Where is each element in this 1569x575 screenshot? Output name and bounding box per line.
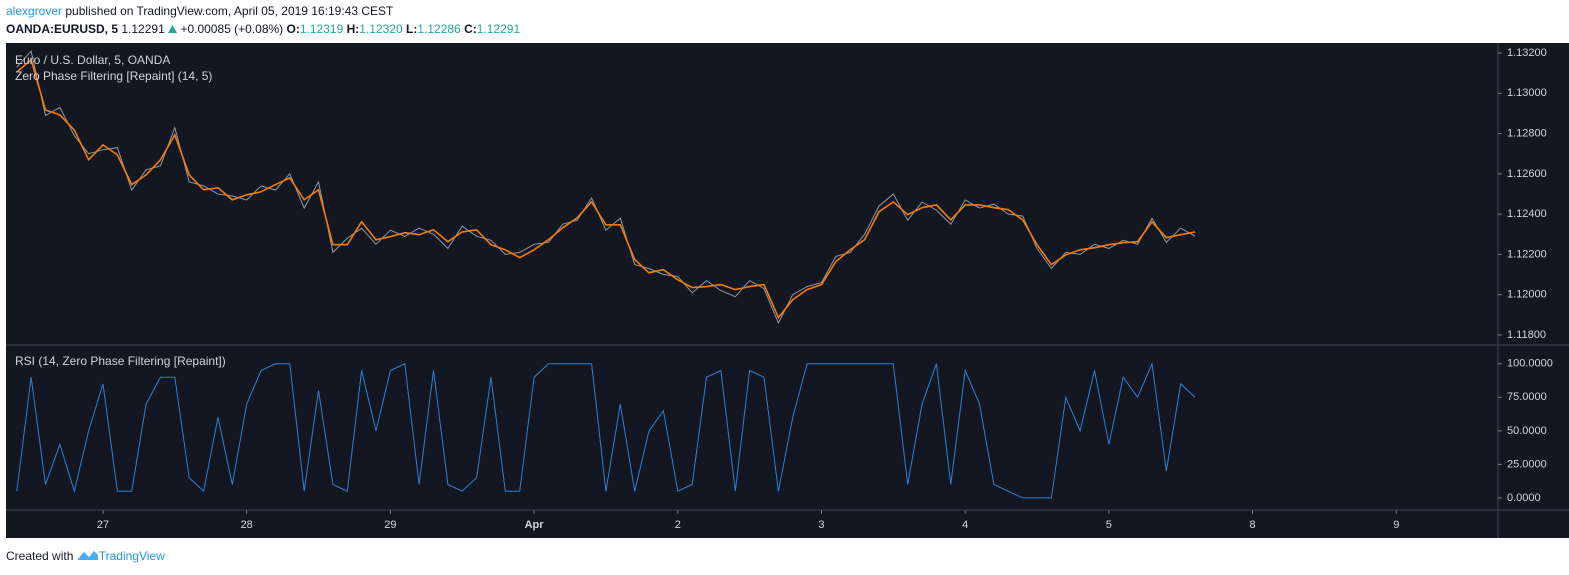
published: published on TradingView.com, April 05, … — [62, 4, 394, 18]
legend-label: Zero Phase Filtering [Repaint] (14, 5) — [15, 69, 212, 83]
ohlc-label: H: — [346, 22, 360, 36]
footer: Created with TradingView — [6, 549, 165, 563]
up-arrow — [168, 25, 178, 33]
series-line — [16, 58, 1196, 320]
x-tick-label: 3 — [818, 519, 824, 531]
y-tick-label: 0.0000 — [1507, 492, 1541, 504]
ohlc: O:1.12319 H:1.12320 L:1.12286 C:1.12291 — [287, 22, 524, 36]
publish-line: alexgrover published on TradingView.com,… — [6, 4, 393, 18]
y-tick-label: 1.13000 — [1507, 87, 1547, 99]
chart-background — [6, 43, 1569, 538]
ohlc-value: 1.12286 — [417, 22, 461, 36]
y-tick-label: 1.12200 — [1507, 248, 1547, 260]
ohlc-value: 1.12320 — [359, 22, 403, 36]
y-tick-label: 1.13200 — [1507, 47, 1547, 59]
y-tick-label: 1.12600 — [1507, 168, 1547, 180]
x-tick-label: 8 — [1250, 519, 1256, 531]
x-tick-label: 27 — [97, 519, 109, 531]
x-tick-label: 29 — [384, 519, 396, 531]
y-tick-label: 1.12800 — [1507, 128, 1547, 140]
y-tick-label: 1.12000 — [1507, 289, 1547, 301]
quote-line: OANDA:EURUSD, 5 1.12291 +0.00085 (+0.08%… — [6, 22, 523, 36]
ohlc-value: 1.12291 — [476, 22, 521, 36]
x-tick-label: 4 — [962, 519, 968, 531]
legend-label: Euro / U.S. Dollar, 5, OANDA — [15, 53, 170, 67]
y-tick-label: 100.0000 — [1507, 358, 1553, 370]
y-tick-label: 1.11800 — [1507, 329, 1546, 341]
symbol: OANDA:EURUSD, 5 — [6, 22, 119, 36]
ohlc-label: L: — [406, 22, 418, 36]
footer-text: Created with — [6, 549, 74, 563]
x-tick-label: 2 — [675, 519, 681, 531]
y-tick-label: 50.0000 — [1507, 425, 1547, 437]
series-line — [16, 361, 1196, 499]
x-tick-label: 9 — [1393, 519, 1399, 531]
legend-label: RSI (14, Zero Phase Filtering [Repaint]) — [15, 354, 226, 368]
y-tick-label: 1.12400 — [1507, 208, 1547, 220]
brand[interactable]: TradingView — [98, 549, 165, 563]
logo — [77, 551, 98, 560]
x-tick-label: 5 — [1106, 519, 1112, 531]
ohlc-label: C: — [464, 22, 477, 36]
ohlc-label: O: — [286, 22, 300, 36]
x-tick-label: Apr — [525, 519, 545, 531]
y-tick-label: 75.0000 — [1507, 391, 1547, 403]
last: 1.12291 — [121, 22, 165, 36]
series-line — [16, 50, 1196, 325]
x-tick-label: 28 — [241, 519, 253, 531]
author[interactable]: alexgrover — [6, 4, 63, 18]
y-tick-label: 25.0000 — [1507, 458, 1547, 470]
ohlc-value: 1.12319 — [299, 22, 344, 36]
change: +0.00085 (+0.08%) — [180, 22, 284, 36]
